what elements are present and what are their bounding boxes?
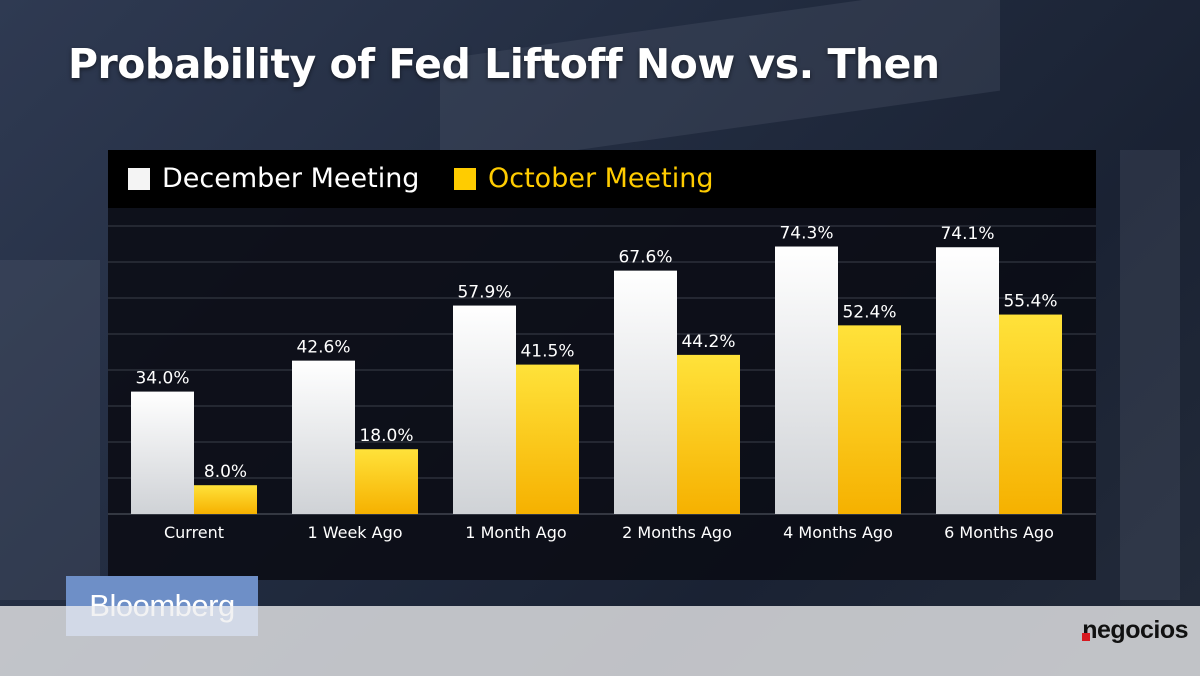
chart-panel: December Meeting October Meeting 34.0% 8.… [108, 150, 1096, 580]
x-tick-label: 4 Months Ago [783, 523, 893, 542]
bar-october [838, 325, 901, 514]
x-tick-labels: Current 1 Week Ago 1 Month Ago 2 Months Ago… [164, 523, 1054, 542]
gridlines [108, 225, 1096, 515]
x-tick-label: 1 Week Ago [307, 523, 402, 542]
data-label-december: 42.6% [296, 338, 350, 358]
x-tick-label: 2 Months Ago [622, 523, 732, 542]
data-label-october: 8.0% [204, 462, 247, 482]
negocios-red-mark [1082, 633, 1091, 641]
chart-title: Probability of Fed Liftoff Now vs. Then [68, 40, 940, 88]
bar-october [355, 449, 418, 514]
data-label-october: 44.2% [681, 332, 735, 352]
building-column [1120, 150, 1180, 600]
data-label-december: 74.3% [779, 224, 833, 244]
building-wall [0, 260, 100, 600]
bar-december [614, 270, 677, 514]
legend-swatch-december [128, 168, 150, 190]
data-label-october: 55.4% [1003, 292, 1057, 312]
data-labels: 34.0% 8.0% 42.6% 18.0% 57.9% 41.5% 67.6% 44.2% 7… [135, 224, 1057, 483]
data-label-december: 67.6% [618, 248, 672, 268]
data-label-october: 41.5% [520, 342, 574, 362]
negocios-logo: negocios [1082, 616, 1188, 645]
bar-december [292, 360, 355, 514]
bar-october [516, 364, 579, 514]
legend-item-december: December Meeting [128, 164, 419, 194]
data-label-december: 74.1% [940, 224, 994, 244]
bar-december [453, 305, 516, 514]
x-tick-label: 6 Months Ago [944, 523, 1054, 542]
x-tick-label: Current [164, 523, 224, 542]
legend-label-october: October Meeting [488, 163, 714, 194]
data-label-october: 18.0% [359, 426, 413, 446]
bars [131, 246, 1062, 515]
bar-october [194, 485, 257, 514]
legend: December Meeting October Meeting [108, 150, 1096, 208]
bar-october [677, 354, 740, 514]
data-label-october: 52.4% [842, 302, 896, 322]
negocios-logo-text: negocios [1082, 616, 1188, 644]
data-label-december: 34.0% [135, 369, 189, 389]
legend-swatch-october [454, 168, 476, 190]
bar-december [775, 246, 838, 514]
bar-december [936, 247, 999, 515]
legend-item-october: October Meeting [454, 164, 714, 194]
x-tick-label: 1 Month Ago [465, 523, 566, 542]
bar-december [131, 391, 194, 514]
legend-label-december: December Meeting [162, 163, 420, 194]
footer-bar: negocios [0, 606, 1200, 676]
bar-october [999, 314, 1062, 514]
bar-chart: 34.0% 8.0% 42.6% 18.0% 57.9% 41.5% 67.6% 44.2% 7… [108, 224, 1096, 542]
data-label-december: 57.9% [457, 283, 511, 303]
